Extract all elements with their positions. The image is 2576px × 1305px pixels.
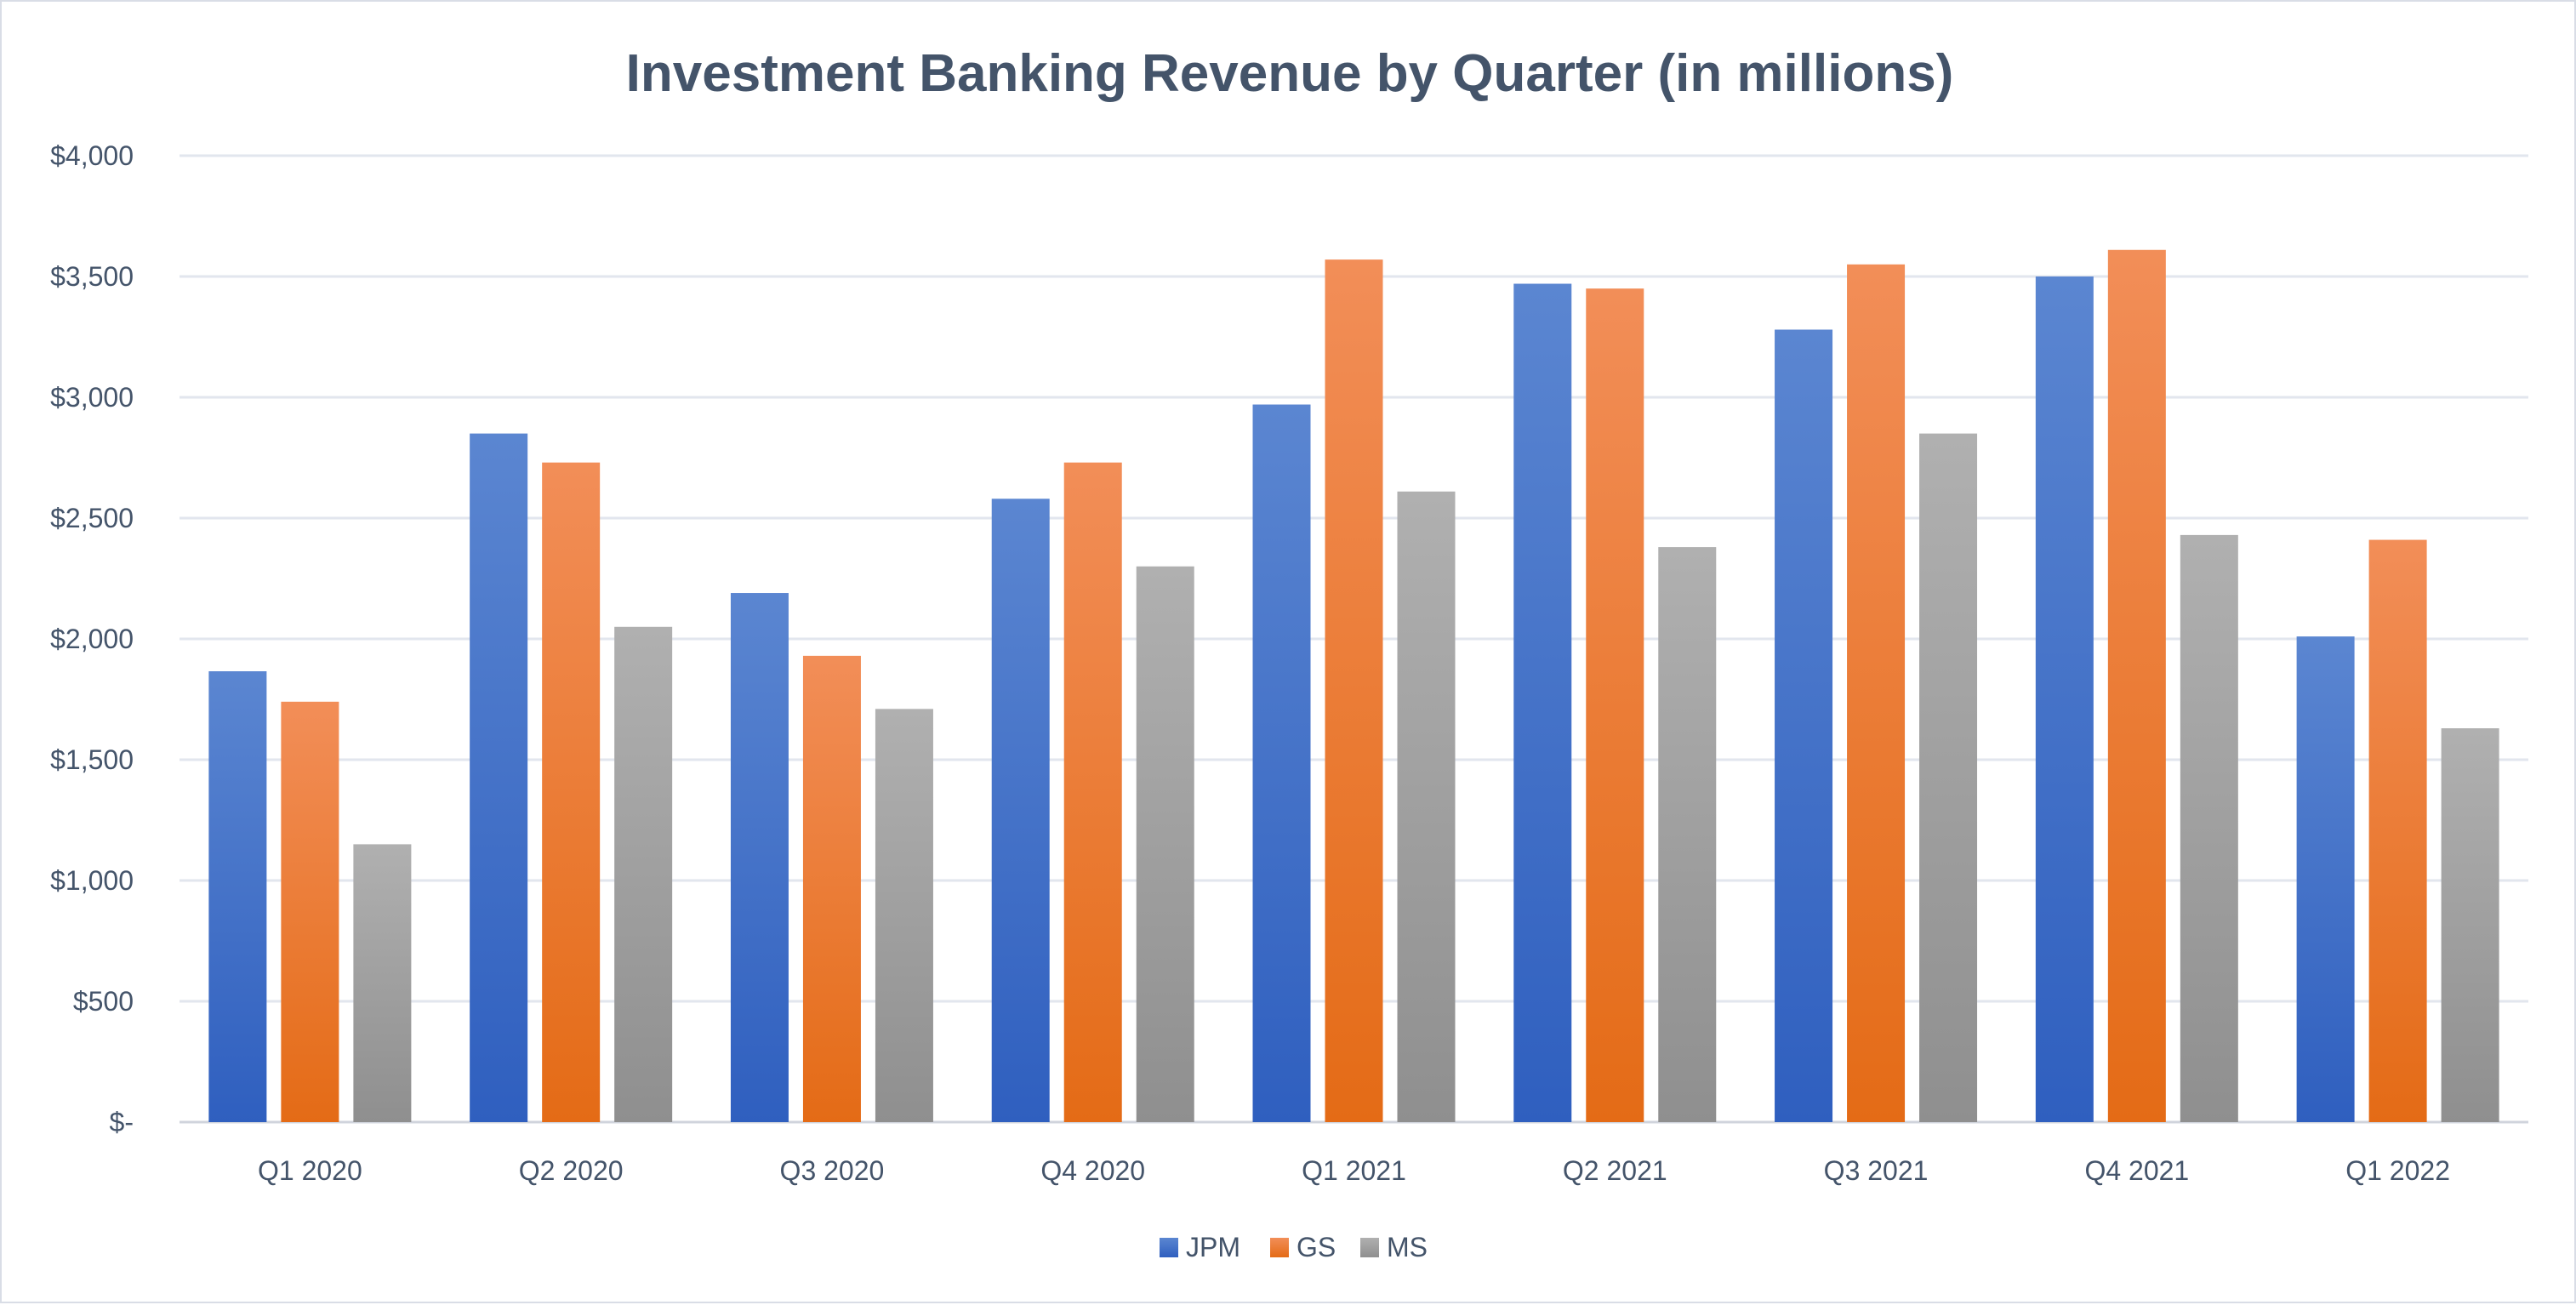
bar-gs	[802, 655, 861, 1122]
bar-ms	[1397, 491, 1456, 1122]
bar-jpm	[470, 433, 528, 1123]
x-tick-label: Q1 2021	[1302, 1155, 1406, 1186]
bar-gs	[1325, 259, 1383, 1122]
bar-gs	[2368, 539, 2427, 1122]
bar-ms	[1919, 433, 1978, 1123]
legend-label: MS	[1387, 1232, 1428, 1262]
y-tick-label: $-	[110, 1107, 134, 1137]
chart-title: Investment Banking Revenue by Quarter (i…	[626, 44, 1954, 103]
legend-label: GS	[1297, 1232, 1336, 1262]
x-tick-label: Q3 2020	[780, 1155, 885, 1186]
bar-jpm	[1775, 329, 1833, 1123]
y-tick-label: $1,500	[50, 744, 134, 775]
bar-jpm	[1252, 404, 1311, 1122]
bar-ms	[614, 626, 673, 1122]
x-tick-label: Q4 2020	[1040, 1155, 1145, 1186]
x-tick-label: Q2 2021	[1563, 1155, 1667, 1186]
bar-ms	[1136, 566, 1194, 1122]
bar-gs	[1586, 288, 1644, 1122]
x-tick-label: Q3 2021	[1824, 1155, 1929, 1186]
bar-jpm	[991, 499, 1050, 1122]
bar-gs	[2107, 249, 2166, 1122]
y-tick-label: $2,500	[50, 503, 134, 533]
x-tick-label: Q2 2020	[519, 1155, 624, 1186]
bar-jpm	[2296, 636, 2355, 1122]
bar-jpm	[1513, 283, 1572, 1122]
y-tick-label: $3,500	[50, 261, 134, 292]
bar-ms	[1658, 547, 1717, 1122]
y-tick-label: $500	[73, 986, 134, 1017]
x-tick-label: Q1 2022	[2345, 1155, 2450, 1186]
bar-gs	[281, 701, 339, 1122]
x-tick-label: Q1 2020	[258, 1155, 362, 1186]
legend-swatch-ms	[1360, 1238, 1379, 1257]
bar-ms	[2441, 728, 2499, 1122]
bar-jpm	[208, 671, 267, 1122]
y-tick-label: $3,000	[50, 382, 134, 413]
legend-swatch-jpm	[1160, 1238, 1178, 1257]
bar-jpm	[730, 593, 789, 1122]
bar-gs	[1847, 264, 1906, 1122]
bar-jpm	[2035, 276, 2094, 1122]
legend-label: JPM	[1186, 1232, 1240, 1262]
x-tick-label: Q4 2021	[2084, 1155, 2189, 1186]
y-tick-label: $2,000	[50, 624, 134, 654]
bar-ms	[2180, 534, 2238, 1122]
y-tick-label: $1,000	[50, 865, 134, 896]
bar-ms	[353, 844, 412, 1122]
legend-swatch-gs	[1270, 1238, 1289, 1257]
bar-gs	[1063, 462, 1122, 1122]
y-tick-label: $4,000	[50, 140, 134, 171]
bar-gs	[542, 462, 601, 1122]
bar-ms	[875, 709, 933, 1122]
